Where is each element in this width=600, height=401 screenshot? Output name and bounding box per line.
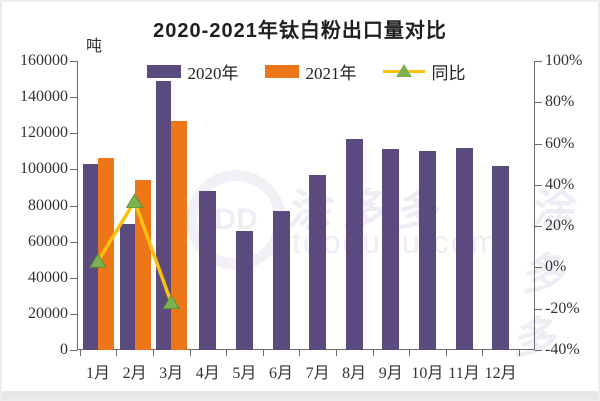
legend-yoy-marker	[382, 63, 425, 79]
bar-2020-10月	[418, 151, 436, 350]
y-axis-left-tick	[70, 133, 77, 135]
y-axis-left-label: 20000	[28, 304, 68, 322]
y-axis-right-tick	[535, 143, 542, 145]
yoy-marker-triangle	[162, 294, 181, 310]
legend-item-2021年: 2021年	[264, 59, 357, 84]
y-axis-left-tick	[70, 241, 77, 243]
bar-2020-7月	[309, 174, 327, 350]
x-axis-label: 10月	[411, 365, 444, 382]
y-axis-right-label: 40%	[545, 175, 575, 193]
y-axis-right-label: 0%	[545, 258, 567, 276]
y-axis-right-tick	[535, 102, 542, 104]
x-axis-tick	[262, 350, 264, 356]
x-axis-tick	[445, 350, 447, 356]
x-axis-label: 8月	[342, 365, 367, 382]
yoy-line	[96, 197, 173, 304]
y-axis-left-label: 0	[60, 341, 68, 358]
y-axis-left-label: 60000	[28, 232, 68, 250]
yoy-marker-triangle	[89, 253, 107, 268]
y-axis-right-label: 80%	[545, 93, 575, 111]
y-axis-left-tick	[70, 350, 77, 351]
bar-2021-1月	[98, 157, 114, 350]
x-axis-tick	[299, 350, 301, 356]
frame-bottom	[2, 391, 598, 399]
bar-2020-4月	[199, 191, 217, 350]
y-axis-right-label: -40%	[545, 341, 580, 358]
left-axis-unit-label: 吨	[86, 38, 103, 55]
x-axis-label: 7月	[305, 365, 330, 382]
bar-2021-3月	[171, 120, 188, 350]
x-axis-tick	[226, 350, 228, 356]
y-axis-right-line	[534, 61, 535, 350]
legend-label-同比: 同比	[431, 63, 466, 83]
bar-2020-9月	[382, 148, 400, 350]
x-axis-tick	[518, 350, 520, 356]
yoy-line-layer	[89, 193, 181, 310]
legend-swatch-2021年	[264, 64, 299, 78]
x-axis-label: 3月	[159, 365, 184, 382]
x-axis-tick	[409, 350, 411, 356]
legend-label-2020年: 2020年	[187, 63, 239, 83]
y-axis-left-label: 40000	[28, 268, 68, 286]
legend-label-2021年: 2021年	[305, 63, 357, 83]
x-axis-label: 11月	[448, 365, 480, 382]
x-axis-tick	[482, 350, 484, 356]
y-axis-left-label: 80000	[28, 196, 68, 214]
bar-2020-5月	[235, 230, 253, 350]
y-axis-right-label: 20%	[545, 217, 575, 235]
y-axis-left-tick	[70, 97, 77, 99]
y-axis-left-tick	[70, 277, 77, 279]
x-axis-label: 4月	[195, 365, 220, 382]
x-axis-tick	[79, 350, 81, 356]
y-axis-right-tick	[535, 308, 542, 310]
y-axis-right-label: 60%	[545, 134, 575, 152]
y-axis-right-tick	[535, 184, 542, 186]
y-axis-right-tick	[535, 267, 542, 269]
bar-2020-6月	[272, 210, 290, 350]
y-axis-left-line	[77, 61, 78, 350]
bar-2020-12月	[492, 165, 510, 350]
y-axis-left-tick	[70, 169, 77, 171]
x-axis-label: 2月	[122, 365, 147, 382]
y-axis-left-tick	[70, 205, 77, 207]
x-axis-label: 6月	[268, 365, 293, 382]
x-axis-tick	[189, 350, 191, 356]
x-axis-line	[77, 349, 535, 350]
y-axis-right-label: 100%	[545, 52, 583, 69]
legend-item-yoy: 同比	[382, 59, 466, 84]
y-axis-right-tick	[535, 226, 542, 228]
x-axis-label: 12月	[484, 365, 517, 382]
legend-item-2020年: 2020年	[146, 59, 239, 84]
y-axis-left-tick	[70, 313, 77, 315]
bar-2021-2月	[134, 180, 151, 350]
y-axis-right-tick	[535, 61, 542, 62]
y-axis-left-label: 100000	[20, 160, 68, 178]
legend-swatch-2020年	[146, 64, 181, 78]
yoy-marker-triangle	[125, 193, 144, 208]
x-axis-tick	[372, 350, 374, 356]
y-axis-right-label: -20%	[545, 299, 580, 317]
y-axis-left-tick	[70, 61, 77, 62]
x-axis-label: 5月	[232, 365, 257, 382]
x-axis-label: 9月	[378, 365, 403, 382]
bar-2020-2月	[119, 223, 135, 350]
legend: 2020年 2021年 同比	[77, 59, 535, 84]
y-axis-left-label: 160000	[20, 52, 68, 69]
y-axis-right-tick	[535, 350, 542, 351]
y-axis-left-label: 120000	[20, 124, 68, 142]
x-axis-tick	[116, 350, 118, 356]
y-axis-left-label: 140000	[20, 88, 68, 106]
x-axis-label: 1月	[85, 365, 110, 382]
x-axis-tick	[152, 350, 154, 356]
x-axis-tick	[335, 350, 337, 356]
bar-2020-8月	[345, 138, 363, 350]
plot-area	[77, 61, 535, 350]
bar-2020-11月	[455, 147, 473, 350]
bar-2020-3月	[156, 80, 172, 350]
chart-title: 2020-2021年钛白粉出口量对比	[153, 20, 447, 42]
bar-2020-1月	[83, 163, 98, 350]
legend-yoy-triangle	[395, 64, 412, 77]
